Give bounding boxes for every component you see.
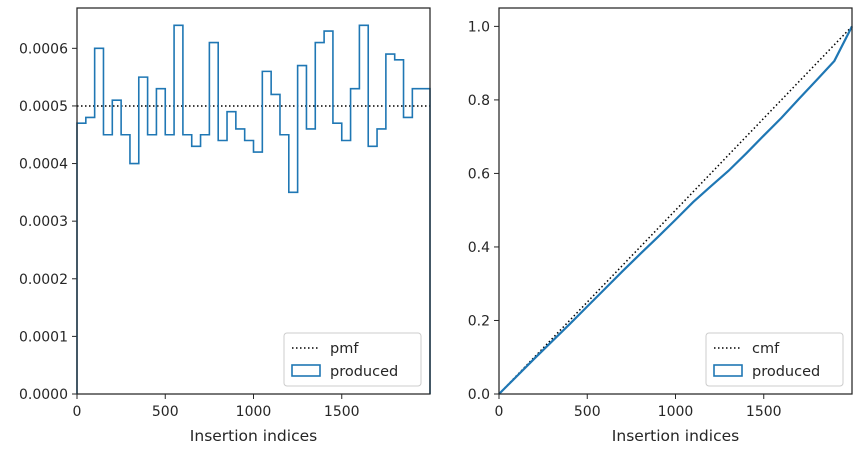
plot-frame	[498, 7, 853, 395]
y-tick-label: 0.8	[468, 93, 490, 109]
produced-series-line	[76, 24, 431, 394]
x-tick-label: 0	[73, 404, 82, 420]
plot-frame	[76, 7, 431, 395]
legend-label-produced: produced	[330, 364, 398, 380]
y-tick-label: 0.4	[468, 240, 490, 256]
legend-label-produced: produced	[752, 364, 820, 380]
legend-swatch-produced	[713, 364, 743, 377]
x-tick-label: 1000	[236, 404, 272, 420]
y-tick-label: 0.0006	[19, 41, 68, 57]
x-axis-label: Insertion indices	[190, 427, 317, 445]
cmf-chart-panel: 0 500 1000 1500 0.0 0.2 0.4 0.6 0.8 1.0 Insertion …	[468, 7, 853, 445]
y-tick-label: 0.0	[468, 387, 490, 403]
legend-label-cmf: cmf	[752, 341, 780, 357]
produced-series-line	[498, 25, 853, 395]
x-tick-label: 500	[152, 404, 179, 420]
cmf-series-line	[498, 25, 853, 395]
y-tick-label: 0.0002	[19, 272, 68, 288]
y-tick-label: 0.6	[468, 166, 490, 182]
x-tick-label: 0	[495, 404, 504, 420]
x-tick-label: 500	[574, 404, 601, 420]
x-tick-label: 1500	[324, 404, 360, 420]
legend: pmf produced	[283, 332, 422, 387]
legend-box	[705, 332, 844, 387]
legend-label-pmf: pmf	[330, 341, 359, 357]
x-axis-label: Insertion indices	[612, 427, 739, 445]
legend-box	[283, 332, 422, 387]
pmf-chart-panel: 0 500 1000 1500 0.0000 0.0001 0.0002 0.0003 0.00…	[19, 7, 431, 445]
y-tick-label: 0.2	[468, 313, 490, 329]
legend: cmf produced	[705, 332, 844, 387]
y-tick-label: 0.0005	[19, 99, 68, 115]
y-tick-label: 0.0000	[19, 387, 68, 403]
x-tick-label: 1500	[746, 404, 782, 420]
x-tick-label: 1000	[658, 404, 694, 420]
y-tick-label: 1.0	[468, 19, 490, 35]
y-tick-label: 0.0003	[19, 214, 68, 230]
y-tick-label: 0.0004	[19, 157, 68, 173]
y-tick-label: 0.0001	[19, 329, 68, 345]
legend-swatch-produced	[291, 364, 321, 377]
